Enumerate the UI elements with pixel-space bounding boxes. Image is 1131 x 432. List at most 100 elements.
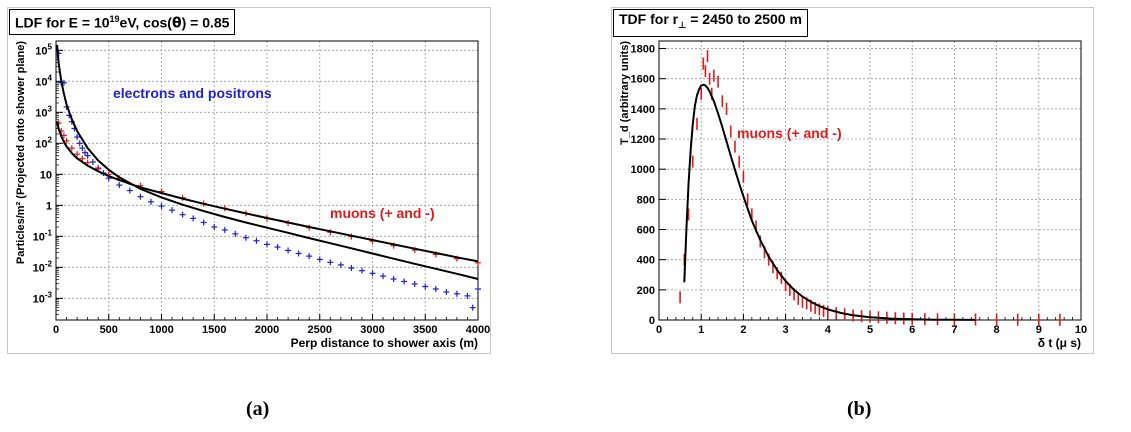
electrons-point	[200, 219, 207, 226]
x-tick-label: 3500	[413, 324, 437, 336]
electrons-point	[443, 289, 450, 296]
electrons-point	[253, 237, 260, 244]
caption-b: (b)	[847, 398, 872, 420]
x-tick-label: 5	[867, 324, 873, 336]
ldf-title-theta: θ	[171, 15, 182, 32]
electrons-point	[411, 280, 418, 287]
y-tick-label: 1600	[631, 74, 655, 86]
x-tick-label: 3	[783, 324, 789, 336]
y-tick-label: 10	[40, 169, 52, 181]
tdf-frame	[611, 7, 1094, 354]
electrons-point	[264, 241, 270, 248]
y-tick-label: 10-1	[33, 228, 53, 243]
x-tick-label: 1	[698, 324, 704, 336]
x-tick-label: 8	[994, 324, 1000, 336]
electrons-point	[401, 278, 408, 285]
y-tick-label: 104	[35, 73, 52, 88]
x-tick-label: 0	[53, 324, 59, 336]
x-tick-label: 2	[740, 324, 746, 336]
electrons-point	[285, 247, 292, 254]
muons-point	[68, 145, 75, 152]
electrons-point	[453, 290, 460, 297]
y-axis-title: T_d (arbitrary units)	[619, 41, 631, 145]
electrons-point	[116, 182, 123, 189]
ldf-title: LDF for E = 1019eV, cos(θ) = 0.85	[9, 9, 236, 35]
ldf-title-pre: LDF for E = 10	[15, 14, 110, 31]
y-tick-label: 1800	[631, 44, 655, 56]
electrons-point	[126, 187, 133, 194]
y-tick-label: 105	[35, 42, 52, 57]
y-tick-label: 10-2	[33, 259, 53, 274]
electrons-point	[337, 261, 344, 268]
tdf-title: TDF for r⊥ = 2450 to 2500 m	[613, 9, 808, 37]
y-tick-label: 200	[637, 285, 655, 297]
annotation-label: muons (+ and -)	[737, 125, 842, 141]
electrons-point	[306, 253, 313, 260]
electrons-point	[190, 215, 197, 222]
electrons-point	[89, 158, 96, 165]
y-tick-label: 800	[637, 194, 655, 206]
x-tick-label: 4	[825, 324, 832, 336]
x-tick-label: 6	[909, 324, 915, 336]
x-tick-label: 4000	[466, 324, 490, 336]
electrons-point	[464, 292, 471, 299]
tdf-title-pre: TDF for r	[619, 11, 679, 27]
x-tick-label: 1500	[202, 324, 226, 336]
y-tick-label: 10-3	[33, 290, 53, 305]
caption-a: (a)	[246, 398, 270, 420]
ldf-chart: 0 500 1000 1500 2000 2500 3000 3500 4000 105 104 10…	[15, 40, 490, 350]
electrons-point	[348, 265, 355, 272]
y-tick-label: 400	[637, 255, 655, 267]
fit-curve	[683, 83, 976, 321]
electrons-point	[242, 234, 249, 241]
x-tick-label: 2500	[308, 324, 332, 336]
electrons-point	[82, 149, 89, 156]
electrons-point	[179, 211, 186, 218]
electrons-point	[327, 259, 334, 266]
electrons-point	[79, 145, 86, 152]
y-tick-label: 0	[649, 315, 655, 327]
electrons-point	[432, 286, 439, 292]
x-tick-label: 7	[951, 324, 957, 336]
electrons-point	[74, 134, 81, 141]
fit-curve	[56, 44, 479, 280]
x-tick-label: 9	[1036, 324, 1042, 336]
electrons-point	[390, 276, 397, 283]
y-tick-label: 1400	[631, 104, 655, 116]
x-tick-label: 10	[1075, 324, 1087, 336]
x-tick-label: 3000	[360, 324, 384, 336]
electrons-point	[274, 244, 281, 251]
x-tick-label: 2000	[255, 324, 279, 336]
electrons-point	[422, 283, 429, 290]
electrons-point	[369, 270, 376, 277]
electrons-point	[84, 152, 91, 159]
electrons-point	[158, 203, 165, 210]
electrons-point	[316, 256, 323, 263]
electrons-point	[475, 286, 481, 292]
electrons-point	[76, 140, 83, 147]
electrons-point	[380, 273, 387, 280]
electrons-point	[358, 267, 365, 274]
tdf-title-post: = 2450 to 2500 m	[686, 11, 802, 27]
electrons-point	[137, 193, 144, 200]
y-tick-label: 1000	[631, 164, 655, 176]
muons-point	[74, 151, 81, 158]
x-axis-title: Perp distance to shower axis (m)	[291, 336, 478, 350]
y-tick-label: 1200	[631, 134, 655, 146]
x-tick-label: 0	[656, 324, 662, 336]
muons-point	[79, 155, 86, 162]
muons-point	[63, 137, 70, 144]
electrons-point	[232, 230, 239, 237]
electrons-point	[211, 224, 218, 230]
tdf-title-sub: ⊥	[678, 20, 687, 31]
electrons-point	[147, 198, 154, 205]
x-tick-label: 1000	[149, 324, 173, 336]
y-tick-label: 103	[35, 104, 52, 119]
electrons-point	[469, 304, 476, 311]
annotation-label: muons (+ and -)	[330, 205, 435, 221]
x-tick-label: 500	[100, 324, 118, 336]
electrons-point	[295, 250, 302, 257]
y-tick-label: 600	[637, 225, 655, 237]
annotation-label: electrons and positrons	[113, 85, 272, 101]
x-axis-title: δ t (μ s)	[1038, 336, 1081, 350]
